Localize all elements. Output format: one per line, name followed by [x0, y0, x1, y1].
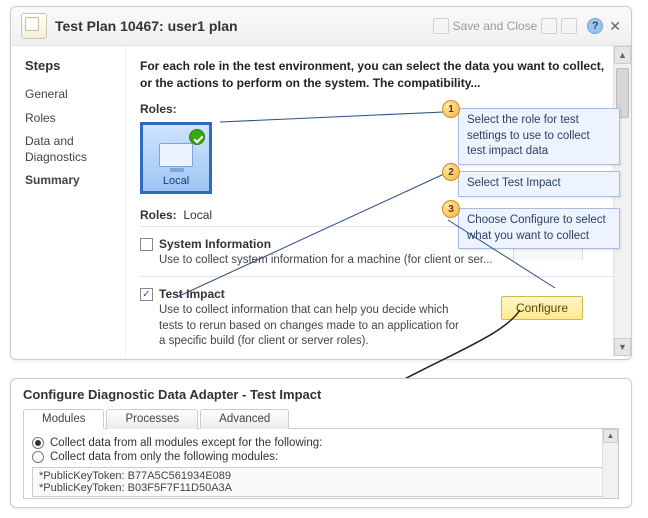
sidebar-item-summary[interactable]: Summary: [25, 169, 125, 193]
radio-except-label: Collect data from all modules except for…: [50, 437, 322, 449]
help-icon[interactable]: ?: [587, 18, 603, 34]
scroll-down-icon[interactable]: ▼: [614, 338, 631, 356]
adapter-title: Configure Diagnostic Data Adapter - Test…: [23, 387, 619, 402]
sysinfo-checkbox[interactable]: [140, 238, 153, 251]
tab-modules[interactable]: Modules: [23, 409, 104, 429]
save-and-close-label: Save and Close: [453, 19, 538, 33]
modules-listbox[interactable]: *PublicKeyToken: B77A5C561934E089 *Publi…: [32, 467, 610, 497]
save-icon: [433, 18, 449, 34]
callout-badge-2: 2: [442, 163, 460, 181]
plan-icon: [21, 13, 47, 39]
module-token-0: *PublicKeyToken: B77A5C561934E089: [39, 470, 603, 482]
radio-only[interactable]: Collect data from only the following mod…: [32, 451, 610, 463]
scroll-up-icon[interactable]: ▲: [614, 46, 631, 64]
radio-except-input[interactable]: [32, 437, 44, 449]
configure-button[interactable]: Configure: [501, 296, 583, 320]
callout-2: Select Test Impact: [458, 171, 620, 197]
role-tile-caption: Local: [163, 175, 189, 187]
sidebar-section: Steps: [25, 58, 125, 73]
sidebar: Steps General Roles Data and Diagnostics…: [11, 46, 126, 356]
adapter-tabs: Modules Processes Advanced: [23, 408, 619, 429]
toolbar-icon-2[interactable]: [561, 18, 577, 34]
tab-scroll-up-icon[interactable]: ▲: [603, 429, 618, 443]
sidebar-item-roles[interactable]: Roles: [25, 107, 125, 131]
content-description: For each role in the test environment, y…: [140, 58, 617, 92]
toolbar-icon-1[interactable]: [541, 18, 557, 34]
page-title: Test Plan 10467: user1 plan: [55, 18, 238, 34]
callout-3: Choose Configure to select what you want…: [458, 208, 620, 249]
content-scrollbar[interactable]: ▲ ▼: [613, 46, 631, 356]
save-and-close-button[interactable]: Save and Close: [429, 16, 542, 36]
configure-adapter-panel: Configure Diagnostic Data Adapter - Test…: [10, 378, 632, 508]
sysinfo-desc: Use to collect system information for a …: [159, 253, 519, 269]
tab-advanced[interactable]: Advanced: [200, 409, 289, 429]
sidebar-item-general[interactable]: General: [25, 83, 125, 107]
titlebar: Test Plan 10467: user1 plan Save and Clo…: [11, 7, 631, 46]
sidebar-item-data[interactable]: Data and Diagnostics: [25, 130, 125, 169]
radio-except[interactable]: Collect data from all modules except for…: [32, 437, 610, 449]
radio-only-input[interactable]: [32, 451, 44, 463]
roles-selected-value: Local: [183, 208, 212, 222]
testimpact-checkbox[interactable]: [140, 288, 153, 301]
role-tile-local[interactable]: Local: [140, 122, 212, 194]
roles-selected-label: Roles:: [140, 208, 177, 222]
tab-scrollbar[interactable]: ▲: [602, 429, 618, 498]
monitor-icon: [159, 143, 193, 167]
radio-only-label: Collect data from only the following mod…: [50, 451, 278, 463]
close-icon[interactable]: ✕: [609, 18, 621, 35]
panel-body: Steps General Roles Data and Diagnostics…: [11, 46, 631, 356]
testimpact-desc: Use to collect information that can help…: [159, 303, 459, 350]
tab-body: Collect data from all modules except for…: [23, 429, 619, 499]
content-area: For each role in the test environment, y…: [126, 46, 631, 356]
testimpact-title: Test Impact: [159, 287, 459, 301]
callout-badge-1: 1: [442, 100, 460, 118]
callout-badge-3: 3: [442, 200, 460, 218]
module-token-1: *PublicKeyToken: B03F5F7F11D50A3A: [39, 482, 603, 494]
tab-processes[interactable]: Processes: [106, 409, 198, 429]
callout-1: Select the role for test settings to use…: [458, 108, 620, 165]
